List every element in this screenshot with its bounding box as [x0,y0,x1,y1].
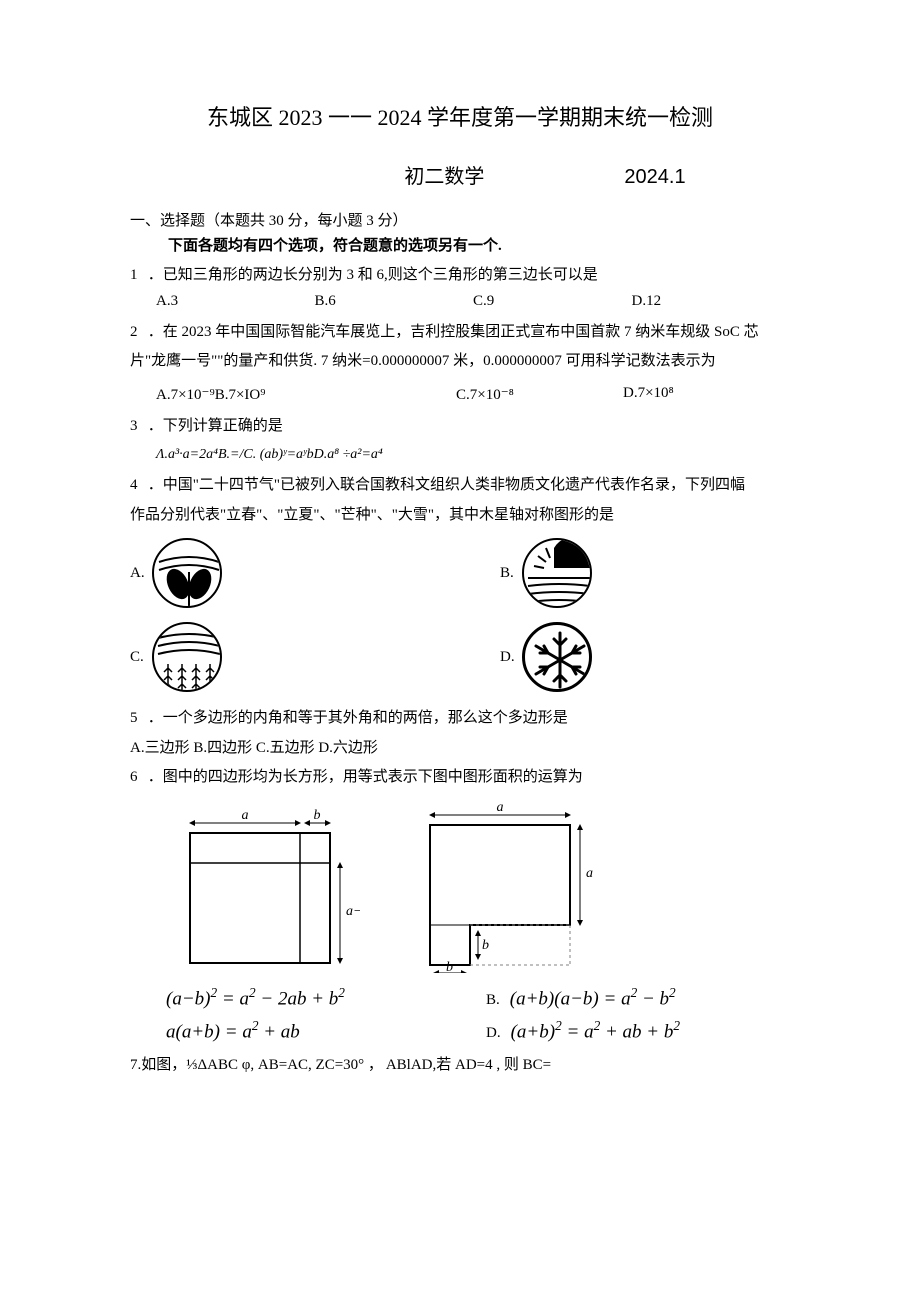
q4-opt-a-label: A. [130,565,152,582]
subject-label: 初二数学 [404,160,484,189]
q4-text1: ．中国"二十四节气"已被列入联合国教科文组织人类非物质文化遗产代表作名录，下列四… [148,477,745,493]
q6-text: ．图中的四边形均为长方形，用等式表示下图中图形面积的运算为 [148,769,583,785]
lichun-icon [152,538,222,608]
question-4-line1: 4 ．中国"二十四节气"已被列入联合国教科文组织人类非物质文化遗产代表作名录，下… [130,473,790,499]
question-4-line2: 作品分别代表"立春"、"立夏"、"芒种"、"大雪"，其中木星轴对称图形的是 [130,503,790,529]
q4-opt-d-cell: D. [460,622,790,692]
subtitle-row: 初二数学 2024.1 [130,160,790,189]
q2-opt-c: C.7×10⁻⁸ [456,385,623,404]
q2-opt-a: A.7×10⁻⁹ [156,387,215,403]
question-7: 7.如图，⅓ΔABC φ, AB=AC, ZC=30° ， ABlAD,若 AD… [130,1053,790,1079]
question-5: 5 ．一个多边形的内角和等于其外角和的两倍，那么这个多边形是 [130,706,790,732]
question-3: 3 ．下列计算正确的是 [130,414,790,440]
q6-opt-b: B.(a+b)(a−b) = a2 − b2 [486,985,676,1010]
q2-opt-d: D.7×10⁸ [623,385,790,404]
q4-opt-c-cell: C. [130,622,460,692]
q1-opt-a: A.3 [156,293,315,310]
q4-opt-a-cell: A. [130,538,460,608]
exam-date: 2024.1 [624,166,685,189]
q1-number: 1 [130,263,144,289]
svg-text:b: b [446,960,453,973]
q5-number: 5 [130,706,144,732]
q1-opt-c: C.9 [473,293,632,310]
q4-opt-b-label: B. [500,565,522,582]
question-1: 1 ．已知三角形的两边长分别为 3 和 6,则这个三角形的第三边长可以是 [130,263,790,289]
section-1-heading: 一、选择题（本题共 30 分，每小题 3 分） [130,209,790,230]
q6-opt-d: D.(a+b)2 = a2 + ab + b2 [486,1018,680,1043]
q4-number: 4 [130,473,144,499]
q4-image-grid: A. B. [130,538,790,692]
q2-number: 2 [130,320,144,346]
svg-text:b: b [314,808,321,823]
question-2-line2: 片"龙鹰一号""的量产和供货. 7 纳米=0.000000007 米，0.000… [130,349,790,375]
q6-figure-left: a b a−b [170,803,360,973]
q2-text1: ．在 2023 年中国国际智能汽车展览上，吉利控股集团正式宣布中国首款 7 纳米… [148,324,759,340]
daxue-icon [522,622,592,692]
q1-opt-b: B.6 [315,293,474,310]
svg-text:a: a [497,803,504,815]
section-1-subheading: 下面各题均有四个选项，符合题意的选项另有一个. [168,234,790,255]
q1-options: A.3 B.6 C.9 D.12 [156,293,790,310]
svg-text:a: a [242,808,249,823]
svg-text:a: a [586,866,593,881]
q6-figures: a b a−b a a [170,803,790,973]
question-6: 6 ．图中的四边形均为长方形，用等式表示下图中图形面积的运算为 [130,765,790,791]
q2-opt-b: B.7×IO⁹ [215,387,266,403]
q6-opt-c: a(a+b) = a2 + ab [166,1018,486,1043]
svg-text:b: b [482,938,489,953]
lixia-icon [522,538,592,608]
q4-opt-d-label: D. [500,649,522,666]
q1-opt-d: D.12 [632,293,791,310]
q3-text: ．下列计算正确的是 [148,418,283,434]
q5-text: ．一个多边形的内角和等于其外角和的两倍，那么这个多边形是 [148,710,568,726]
exam-title: 东城区 2023 一一 2024 学年度第一学期期末统一检测 [130,100,790,132]
svg-text:a−b: a−b [346,904,360,919]
q3-formulas: Λ.a³·a=2a⁴B.=/C. (ab)ʸ=aʸbD.a⁸ ÷a²=a⁴ [156,447,790,463]
q3-number: 3 [130,414,144,440]
q6-number: 6 [130,765,144,791]
q1-text: ．已知三角形的两边长分别为 3 和 6,则这个三角形的第三边长可以是 [148,267,598,283]
q4-opt-b-cell: B. [460,538,790,608]
q6-figure-right: a a b b [400,803,620,973]
q6-options-row1: (a−b)2 = a2 − 2ab + b2 B.(a+b)(a−b) = a2… [166,985,790,1010]
q6-options-row2: a(a+b) = a2 + ab D.(a+b)2 = a2 + ab + b2 [166,1018,790,1043]
q5-options: A.三边形 B.四边形 C.五边形 D.六边形 [130,736,790,762]
q6-opt-a: (a−b)2 = a2 − 2ab + b2 [166,985,486,1010]
q4-opt-c-label: C. [130,649,152,666]
mangzhong-icon [152,622,222,692]
question-2-line1: 2 ．在 2023 年中国国际智能汽车展览上，吉利控股集团正式宣布中国首款 7 … [130,320,790,346]
q2-options: A.7×10⁻⁹B.7×IO⁹ C.7×10⁻⁸ D.7×10⁸ [156,385,790,404]
